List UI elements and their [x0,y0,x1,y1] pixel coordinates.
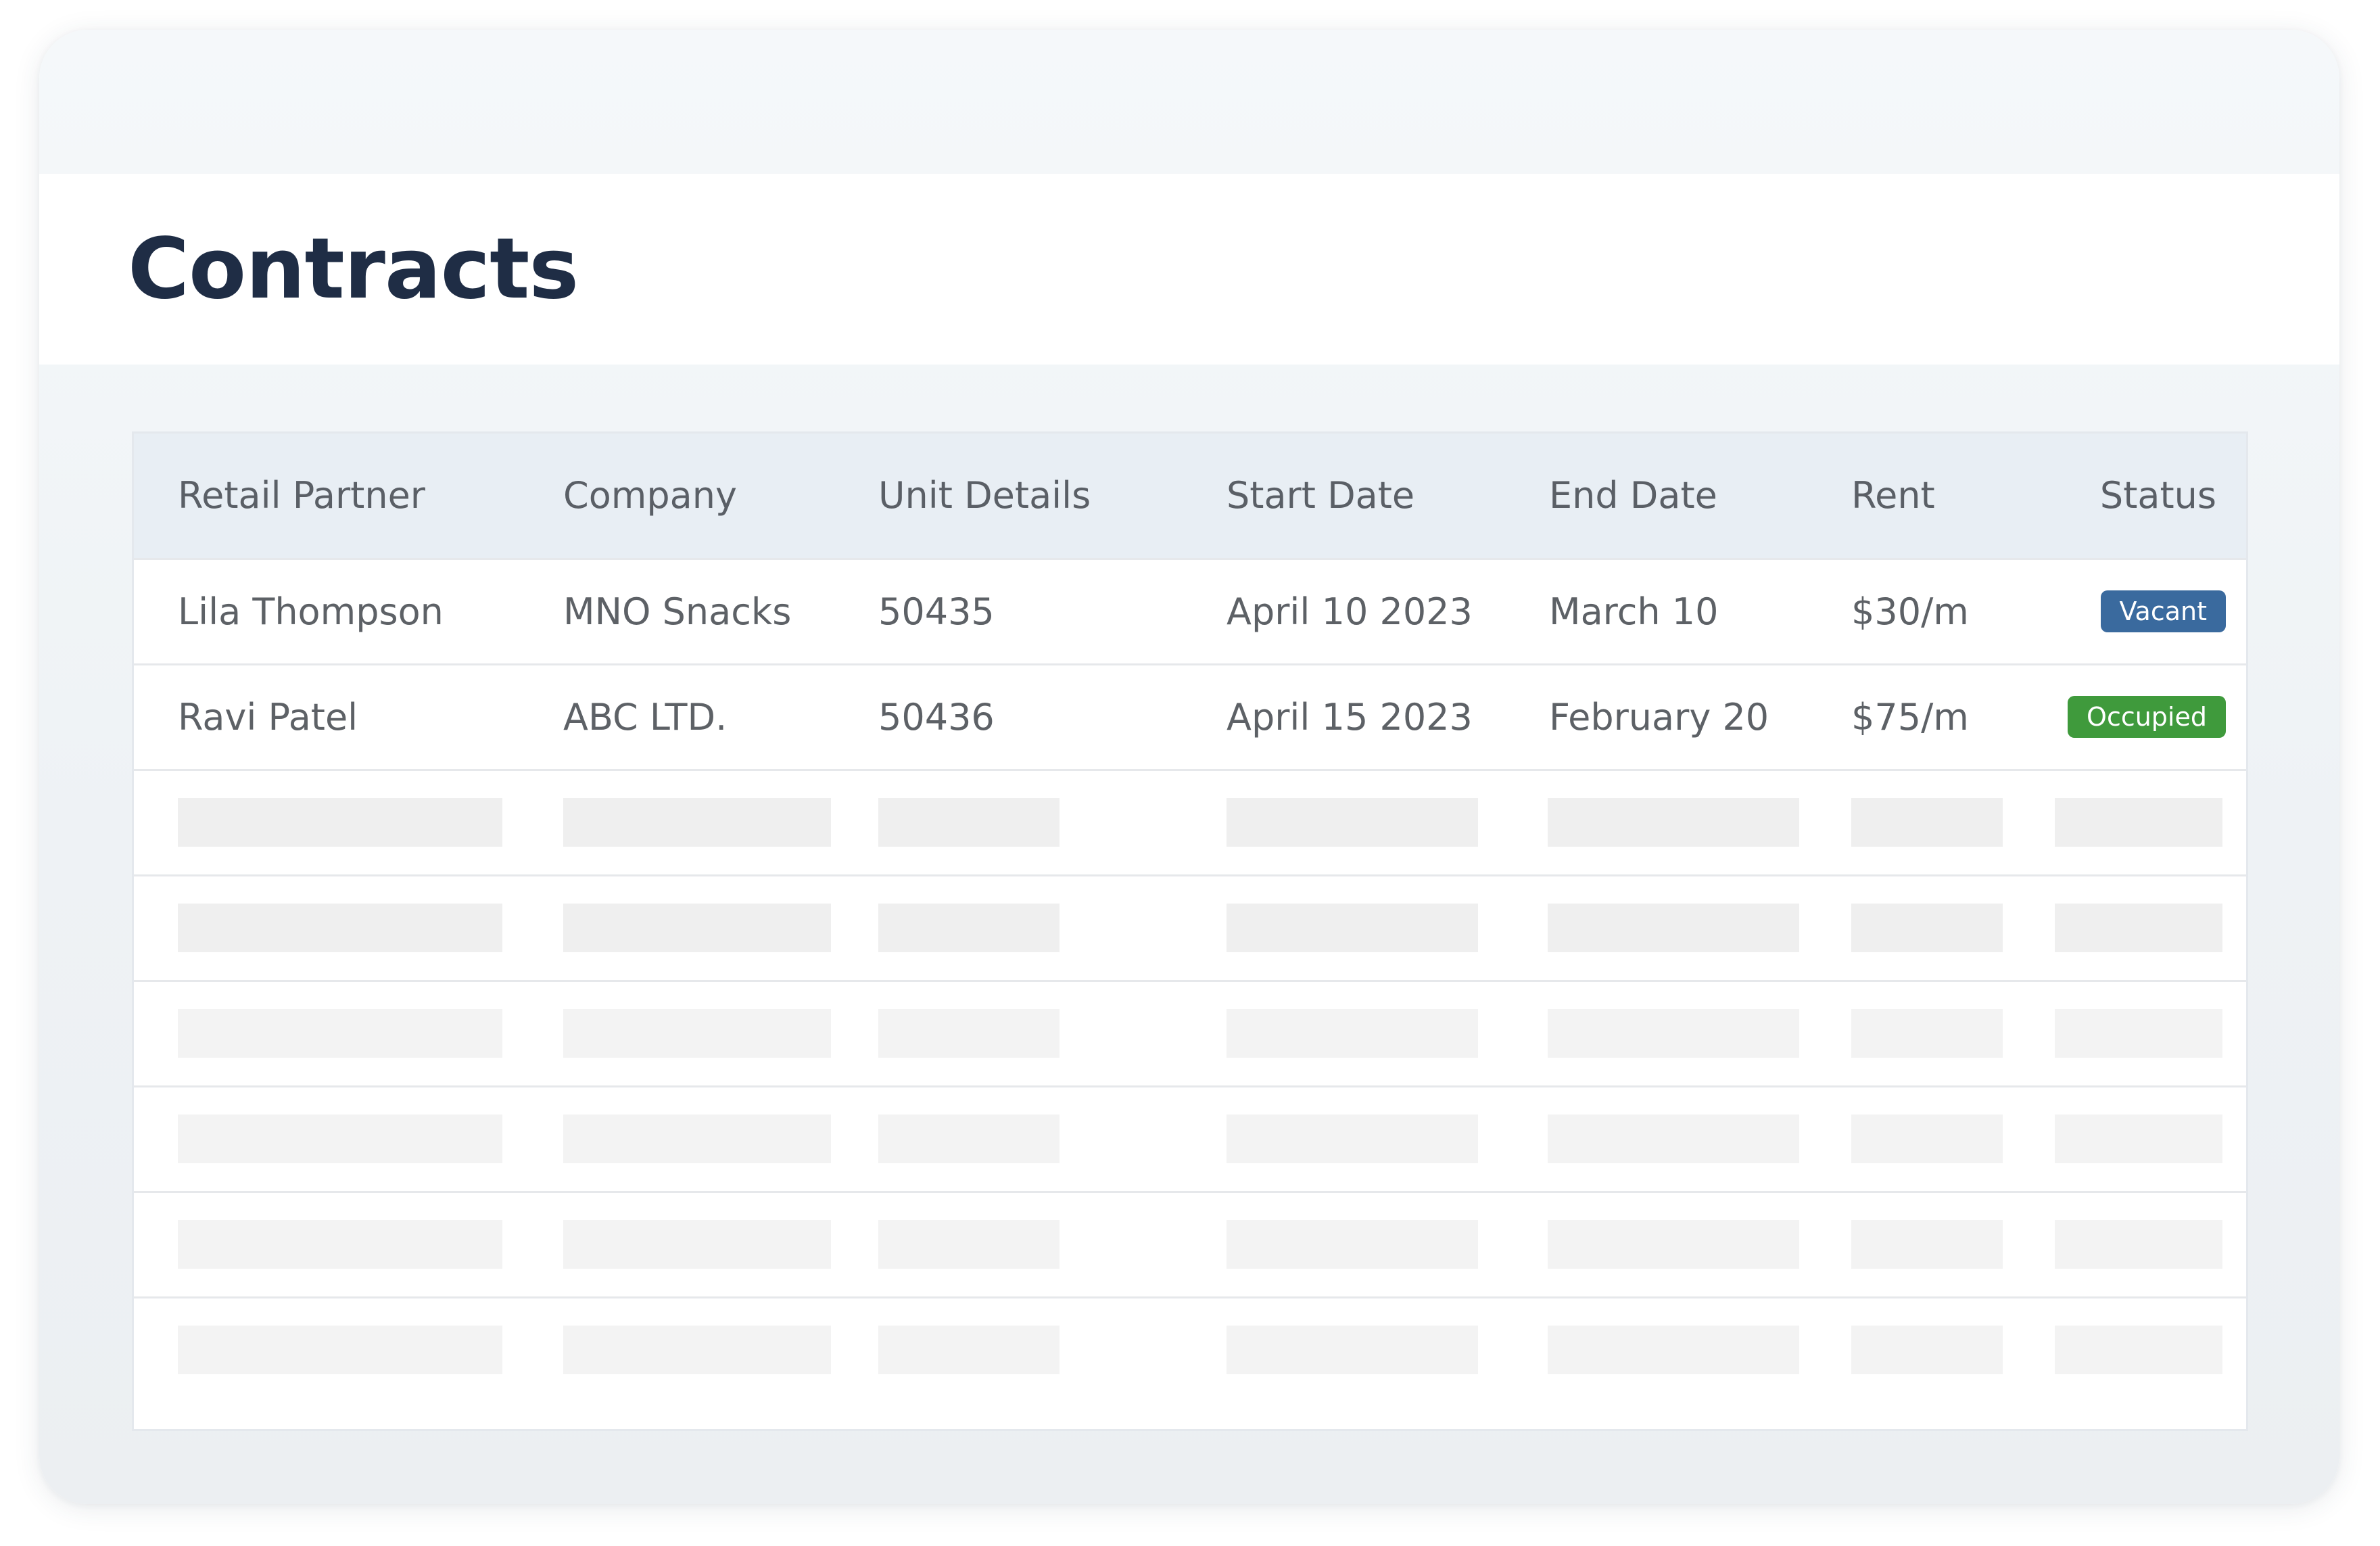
skeleton-cell [1548,1115,1799,1163]
skeleton-cell [878,1009,1060,1058]
cell-retail-partner: Lila Thompson [178,590,444,633]
column-header-company[interactable]: Company [563,474,737,517]
skeleton-cell [563,1326,831,1374]
skeleton-cell [178,1326,502,1374]
cell-start-date: April 15 2023 [1227,696,1473,739]
placeholder-row [134,980,2246,1085]
table-row[interactable]: Ravi Patel ABC LTD. 50436 April 15 2023 … [134,663,2246,769]
skeleton-cell [1548,1326,1799,1374]
cell-retail-partner: Ravi Patel [178,696,358,739]
skeleton-cell [1548,1220,1799,1269]
placeholder-row [134,1085,2246,1191]
skeleton-cell [1851,798,2003,847]
cell-rent: $30/m [1851,590,1969,633]
column-header-unit-details[interactable]: Unit Details [878,474,1091,517]
skeleton-cell [1227,1009,1478,1058]
table-header: Retail Partner Company Unit Details Star… [134,434,2246,558]
skeleton-cell [1227,1115,1478,1163]
skeleton-cell [563,798,831,847]
cell-unit-details: 50435 [878,590,995,633]
contracts-card: Contracts Retail Partner Company Unit De… [39,30,2339,1504]
cell-rent: $75/m [1851,696,1969,739]
cell-company: MNO Snacks [563,590,792,633]
skeleton-cell [1227,904,1478,952]
skeleton-cell [2055,1115,2222,1163]
skeleton-cell [1227,1326,1478,1374]
skeleton-cell [2055,1009,2222,1058]
skeleton-cell [1548,904,1799,952]
skeleton-cell [563,904,831,952]
skeleton-cell [1851,1009,2003,1058]
status-badge: Vacant [2100,590,2226,632]
column-header-end-date[interactable]: End Date [1549,474,1717,517]
skeleton-cell [1548,798,1799,847]
cell-company: ABC LTD. [563,696,728,739]
skeleton-cell [878,904,1060,952]
skeleton-cell [178,904,502,952]
contracts-table: Retail Partner Company Unit Details Star… [132,431,2248,1431]
placeholder-row [134,1191,2246,1296]
skeleton-cell [178,1115,502,1163]
column-header-retail-partner[interactable]: Retail Partner [178,474,426,517]
column-header-rent[interactable]: Rent [1851,474,1935,517]
skeleton-cell [1227,798,1478,847]
skeleton-cell [178,1009,502,1058]
page-title: Contracts [128,220,579,318]
skeleton-cell [1851,1326,2003,1374]
status-badge: Occupied [2068,696,2226,738]
skeleton-cell [2055,1326,2222,1374]
cell-start-date: April 10 2023 [1227,590,1473,633]
skeleton-cell [878,1220,1060,1269]
skeleton-cell [2055,1220,2222,1269]
skeleton-cell [563,1009,831,1058]
skeleton-cell [563,1220,831,1269]
skeleton-cell [1227,1220,1478,1269]
skeleton-cell [1851,1220,2003,1269]
skeleton-cell [1548,1009,1799,1058]
column-header-status[interactable]: Status [2099,474,2216,517]
skeleton-cell [563,1115,831,1163]
skeleton-cell [178,798,502,847]
skeleton-cell [1851,904,2003,952]
cell-end-date: March 10 [1549,590,1719,633]
table-row[interactable]: Lila Thompson MNO Snacks 50435 April 10 … [134,558,2246,663]
title-bar: Contracts [39,174,2339,365]
skeleton-cell [878,798,1060,847]
placeholder-row [134,769,2246,874]
placeholder-row [134,874,2246,980]
column-header-start-date[interactable]: Start Date [1227,474,1415,517]
placeholder-row [134,1296,2246,1402]
skeleton-cell [878,1115,1060,1163]
skeleton-cell [2055,904,2222,952]
skeleton-cell [878,1326,1060,1374]
skeleton-cell [2055,798,2222,847]
skeleton-cell [1851,1115,2003,1163]
cell-unit-details: 50436 [878,696,995,739]
skeleton-cell [178,1220,502,1269]
cell-end-date: February 20 [1549,696,1769,739]
